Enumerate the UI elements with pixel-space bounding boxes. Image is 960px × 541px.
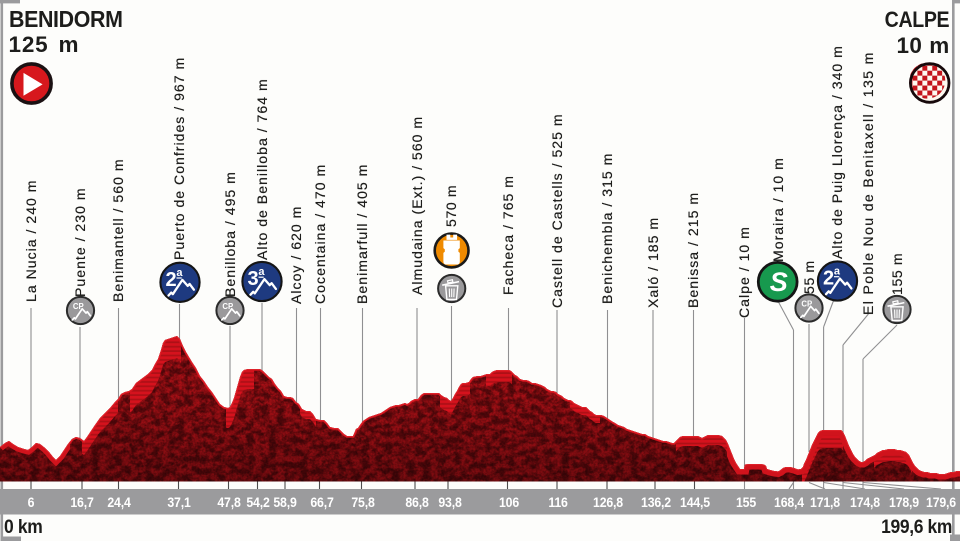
svg-text:CP: CP [73, 302, 84, 311]
svg-text:a: a [834, 266, 841, 278]
svg-text:2: 2 [823, 268, 834, 290]
svg-text:CP: CP [801, 299, 812, 308]
svg-text:2: 2 [166, 269, 177, 291]
svg-text:S: S [770, 267, 788, 297]
svg-text:a: a [176, 267, 183, 279]
svg-text:CP: CP [222, 302, 233, 311]
svg-text:3: 3 [248, 268, 259, 290]
svg-text:a: a [258, 266, 265, 278]
